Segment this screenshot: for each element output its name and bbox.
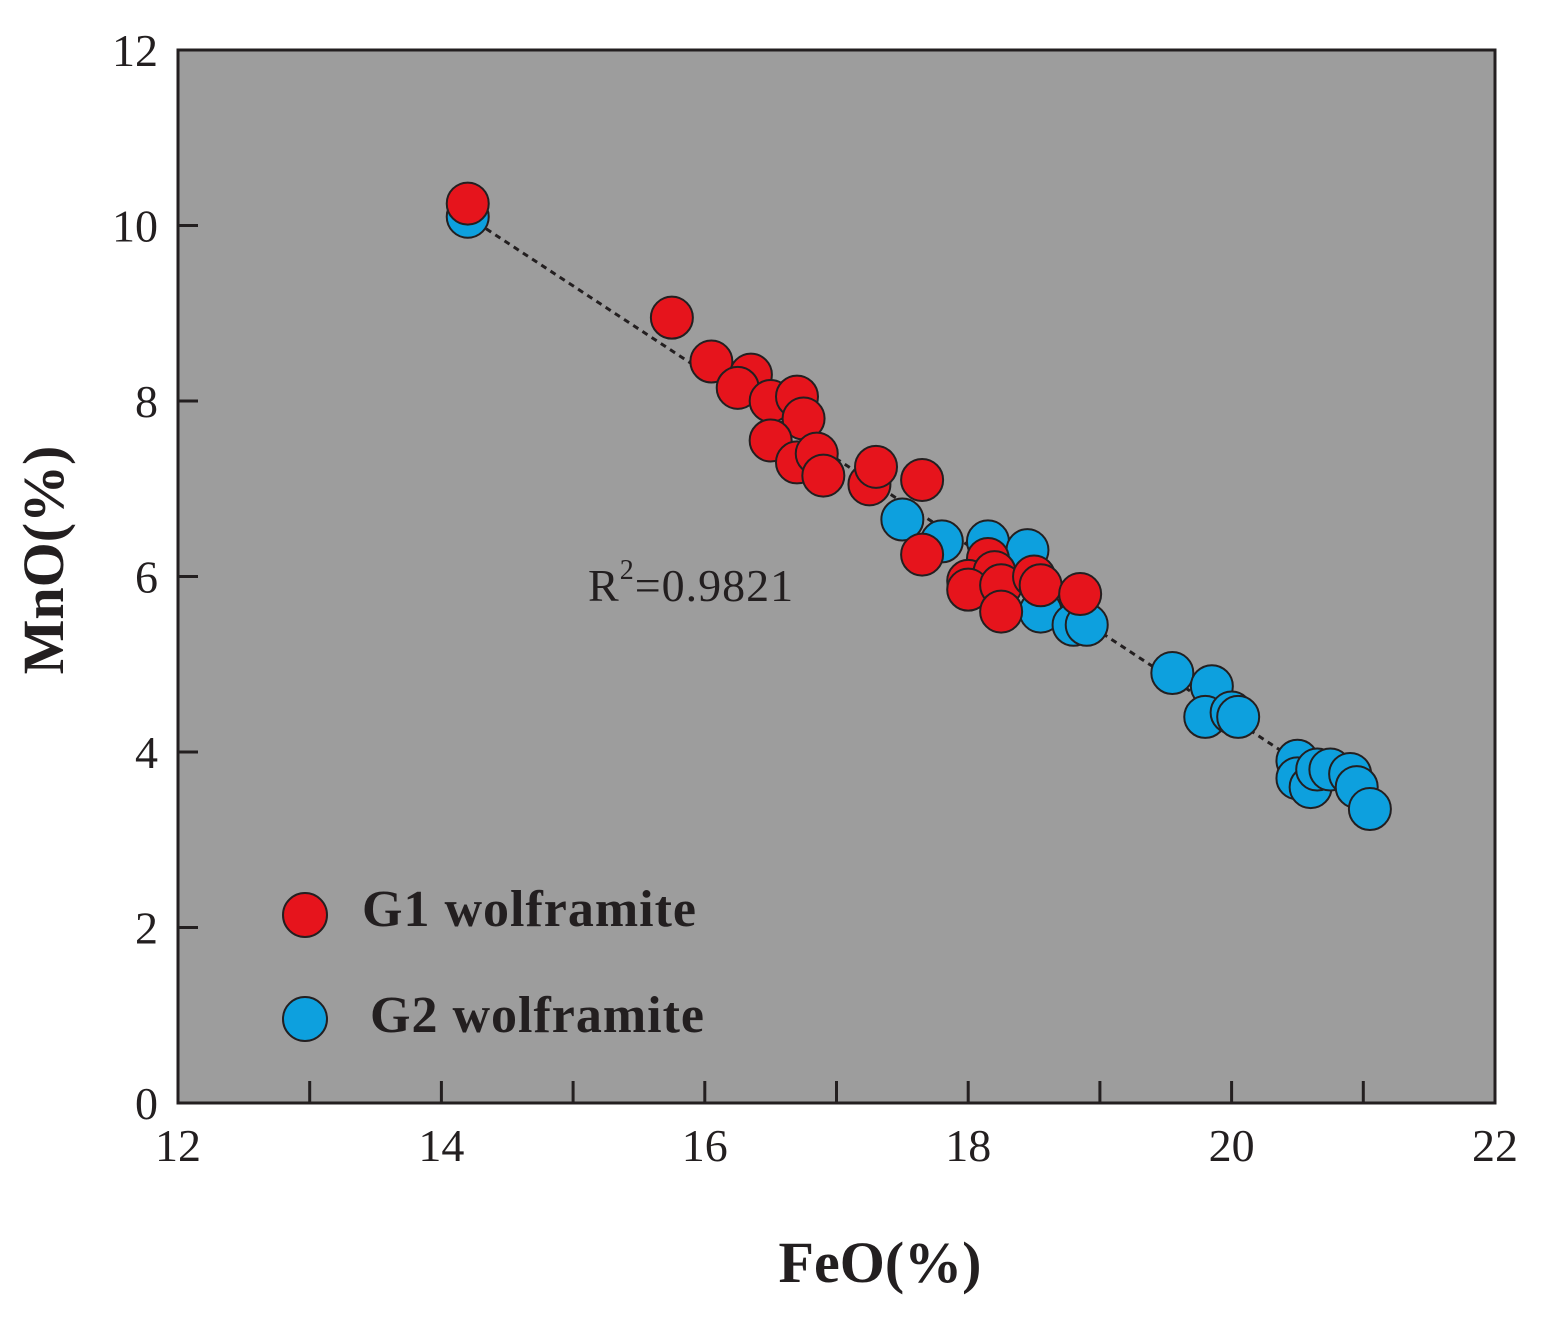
- r-squared-base: R: [588, 560, 620, 611]
- y-tick-label: 10: [112, 201, 158, 252]
- point-g1: [445, 181, 490, 226]
- point-g1: [689, 339, 734, 384]
- y-tick-label: 6: [135, 552, 158, 603]
- legend-marker-g2: [282, 996, 328, 1042]
- x-tick-label: 22: [1472, 1120, 1518, 1171]
- r-squared-superscript: 2: [620, 555, 635, 586]
- legend-label-g2: G2 wolframite: [370, 987, 705, 1044]
- point-g2: [1150, 651, 1195, 696]
- y-axis-title: MnO(%): [11, 446, 76, 675]
- point-g1: [1018, 563, 1063, 608]
- y-tick-label: 12: [112, 25, 158, 76]
- y-tick-label: 2: [135, 903, 158, 954]
- point-g1: [854, 444, 899, 489]
- x-axis-title: FeO(%): [779, 1230, 982, 1295]
- point-g1: [649, 295, 694, 340]
- x-tick-label: 20: [1209, 1120, 1255, 1171]
- legend-marker-g1: [282, 892, 328, 938]
- r-squared-annotation: R2=0.9821: [588, 555, 794, 611]
- point-g1: [801, 453, 846, 498]
- point-g1: [979, 589, 1024, 634]
- x-tick-label: 12: [155, 1120, 201, 1171]
- data-points: [445, 181, 1392, 832]
- x-tick-label: 18: [945, 1120, 991, 1171]
- r-squared-value: =0.9821: [635, 560, 794, 611]
- x-tick-label: 16: [682, 1120, 728, 1171]
- legend: G1 wolframite G2 wolframite: [282, 881, 705, 1044]
- y-tick-label: 4: [135, 727, 158, 778]
- x-tick-label: 14: [418, 1120, 464, 1171]
- point-g1: [900, 532, 945, 577]
- plot-area: [176, 48, 1497, 1105]
- point-g2: [1216, 694, 1261, 739]
- point-g1: [900, 457, 945, 502]
- y-tick-label: 8: [135, 376, 158, 427]
- legend-label-g1: G1 wolframite: [362, 881, 697, 938]
- point-g2: [880, 497, 925, 542]
- point-g1: [1058, 572, 1103, 617]
- axis-ticks: 12 14 16 18 20 22 0 2 4 6 8 10 12: [112, 25, 1518, 1171]
- point-g2: [1347, 787, 1392, 832]
- y-tick-label: 0: [135, 1078, 158, 1129]
